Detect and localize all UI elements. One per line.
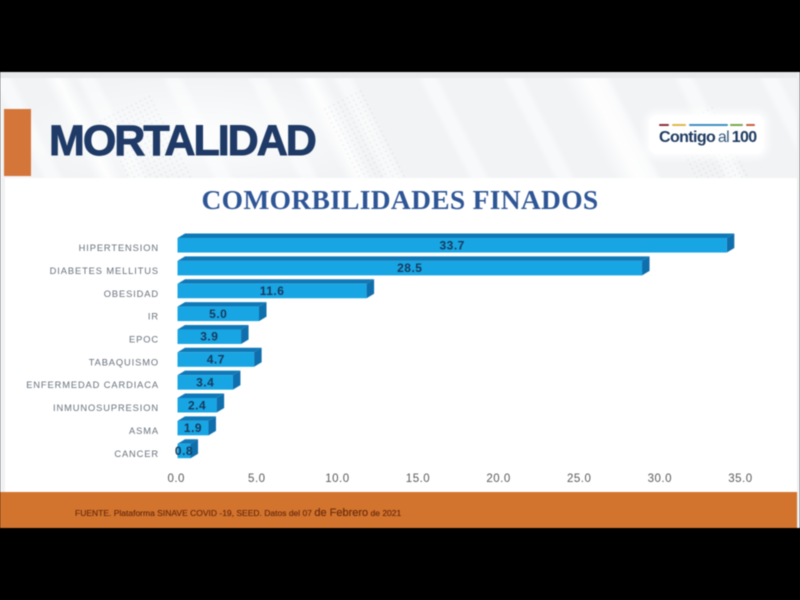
svg-text:CANCER: CANCER [114,449,159,459]
svg-text:0.0: 0.0 [167,473,185,485]
svg-text:33.7: 33.7 [439,238,464,252]
svg-text:DIABETES MELLITUS: DIABETES MELLITUS [50,266,159,276]
svg-text:2.4: 2.4 [188,398,206,412]
svg-text:IR: IR [148,312,159,322]
svg-text:1.9: 1.9 [184,421,202,435]
svg-text:5.0: 5.0 [248,473,266,485]
svg-text:4.7: 4.7 [207,353,225,367]
svg-text:30.0: 30.0 [648,473,672,485]
svg-text:TABAQUISMO: TABAQUISMO [89,357,159,367]
svg-text:3.9: 3.9 [200,330,218,344]
svg-text:3.4: 3.4 [196,375,214,389]
svg-text:INMUNOSUPRESION: INMUNOSUPRESION [53,403,159,413]
svg-text:11.6: 11.6 [260,284,285,298]
svg-text:OBESIDAD: OBESIDAD [104,289,159,299]
svg-text:35.0: 35.0 [728,473,752,485]
svg-text:ASMA: ASMA [129,426,159,436]
svg-text:25.0: 25.0 [567,473,591,485]
svg-text:10.0: 10.0 [325,473,349,485]
svg-text:0.8: 0.8 [175,444,193,458]
svg-text:5.0: 5.0 [209,307,227,321]
svg-text:20.0: 20.0 [486,473,510,485]
svg-text:HIPERTENSION: HIPERTENSION [79,243,159,253]
svg-text:EPOC: EPOC [129,335,159,345]
svg-text:15.0: 15.0 [406,473,430,485]
svg-text:28.5: 28.5 [397,261,422,275]
svg-text:ENFERMEDAD CARDIACA: ENFERMEDAD CARDIACA [26,380,159,390]
